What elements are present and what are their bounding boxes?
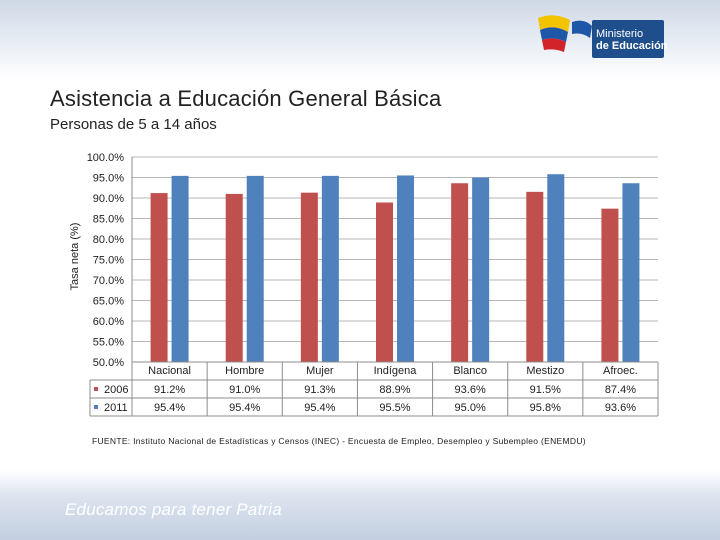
bar xyxy=(397,175,414,362)
ministry-line-2: de Educación xyxy=(596,40,668,52)
footer-band xyxy=(0,470,720,540)
legend-label: 2011 xyxy=(104,402,128,414)
data-label: 95.8% xyxy=(530,402,561,414)
legend-swatch xyxy=(94,405,98,409)
data-label: 95.5% xyxy=(379,402,410,414)
bar xyxy=(622,183,640,362)
bar xyxy=(321,175,339,362)
data-label: 91.5% xyxy=(530,384,561,396)
bar xyxy=(150,193,168,362)
bar xyxy=(246,175,264,362)
bar xyxy=(547,174,565,362)
bar xyxy=(451,183,469,362)
data-label: 95.0% xyxy=(455,402,486,414)
bar xyxy=(225,193,243,362)
legend-label: 2006 xyxy=(104,384,128,396)
page-title: Asistencia a Educación General Básica xyxy=(50,86,442,111)
y-tick-label: 90.0% xyxy=(93,193,124,205)
bar-chart: 100.0% 95.0% 90.0% 85.0% 80.0% 75.0% 70.0% 65.0… xyxy=(69,152,659,417)
data-label: 93.6% xyxy=(455,384,486,396)
ministry-line-1: Ministerio xyxy=(596,28,644,40)
y-tick-label: 100.0% xyxy=(87,152,125,164)
category-label: Afroec. xyxy=(603,365,638,377)
data-label: 93.6% xyxy=(605,402,636,414)
data-label: 91.2% xyxy=(154,384,185,396)
y-tick-label: 80.0% xyxy=(93,234,124,246)
ecuador-flag-icon xyxy=(538,15,592,52)
data-label: 95.4% xyxy=(154,402,185,414)
data-label: 88.9% xyxy=(379,384,410,396)
bar xyxy=(376,202,393,362)
ministry-logo: Ministerio de Educación xyxy=(534,10,714,62)
data-label: 95.4% xyxy=(304,402,335,414)
y-tick-label: 95.0% xyxy=(93,173,124,185)
y-tick-label: 70.0% xyxy=(93,275,124,287)
source-note: FUENTE: Instituto Nacional de Estadístic… xyxy=(92,436,586,446)
legend-swatch xyxy=(94,387,98,391)
y-tick-label: 60.0% xyxy=(93,316,124,328)
category-label: Mujer xyxy=(306,365,334,377)
y-tick-label: 50.0% xyxy=(93,357,124,369)
data-label: 95.4% xyxy=(229,402,260,414)
category-label: Blanco xyxy=(453,365,487,377)
data-label: 87.4% xyxy=(605,384,636,396)
bar xyxy=(171,175,189,362)
bar xyxy=(472,177,490,362)
y-axis-title: Tasa neta (%) xyxy=(69,223,81,291)
y-tick-label: 65.0% xyxy=(93,296,124,308)
ministry-name: Ministerio de Educación xyxy=(596,28,668,52)
category-label: Nacional xyxy=(148,365,191,377)
bar xyxy=(300,192,318,362)
y-tick-label: 55.0% xyxy=(93,337,124,349)
category-label: Hombre xyxy=(225,365,264,377)
y-tick-label: 75.0% xyxy=(93,255,124,267)
category-label: Indígena xyxy=(374,365,418,377)
bar xyxy=(601,208,619,362)
y-tick-label: 85.0% xyxy=(93,214,124,226)
bar xyxy=(526,191,544,362)
category-label: Mestizo xyxy=(526,365,564,377)
data-label: 91.0% xyxy=(229,384,260,396)
data-label: 91.3% xyxy=(304,384,335,396)
footer-slogan: Educamos para tener Patria xyxy=(65,500,282,519)
logo-box xyxy=(592,20,664,58)
page-subtitle: Personas de 5 a 14 años xyxy=(50,116,217,133)
